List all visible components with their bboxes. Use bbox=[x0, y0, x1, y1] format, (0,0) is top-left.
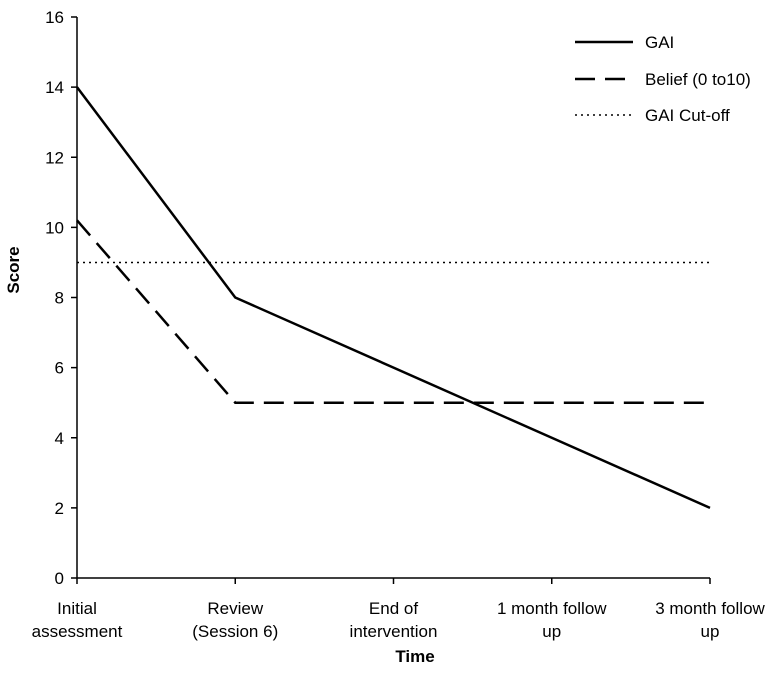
y-tick-label: 0 bbox=[55, 569, 64, 588]
legend-label: GAI bbox=[645, 33, 674, 52]
series-layer bbox=[76, 86, 711, 510]
y-axis-title: Score bbox=[4, 246, 23, 293]
series-line-solid bbox=[76, 86, 711, 510]
x-tick-label: 3 month follow up bbox=[655, 599, 765, 641]
y-tick-label: 12 bbox=[45, 148, 64, 167]
x-ticks: Initial assessment Review (Session 6) End of… bbox=[32, 578, 766, 641]
x-tick-label: 1 month follow up bbox=[497, 599, 607, 641]
legend-label: Belief (0 to10) bbox=[645, 70, 751, 89]
x-axis-title: Time bbox=[395, 647, 434, 666]
y-tick-label: 6 bbox=[55, 359, 64, 378]
y-tick-label: 8 bbox=[55, 289, 64, 308]
x-tick-label: Review (Session 6) bbox=[192, 599, 278, 641]
y-tick-label: 10 bbox=[45, 218, 64, 237]
y-tick-label: 4 bbox=[55, 429, 64, 448]
x-tick-label: Initial assessment bbox=[32, 599, 123, 641]
y-tick-label: 2 bbox=[55, 499, 64, 518]
series-line-dashed bbox=[76, 219, 710, 404]
x-tick-label: End of intervention bbox=[350, 599, 438, 641]
axes bbox=[76, 17, 710, 579]
legend: GAI Belief (0 to10) GAI Cut-off bbox=[575, 33, 751, 125]
y-ticks: 0 2 4 6 8 10 12 14 16 bbox=[45, 8, 77, 588]
legend-label: GAI Cut-off bbox=[645, 106, 730, 125]
y-tick-label: 14 bbox=[45, 78, 64, 97]
y-tick-label: 16 bbox=[45, 8, 64, 27]
